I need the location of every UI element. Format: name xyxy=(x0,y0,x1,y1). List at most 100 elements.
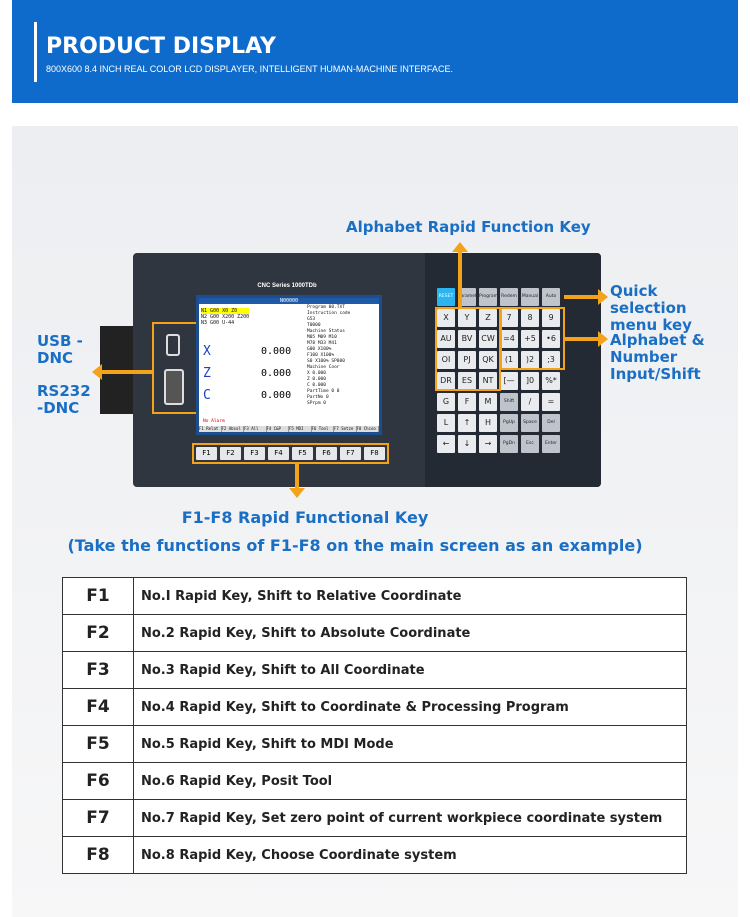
alphabet-keys-highlight xyxy=(435,307,501,391)
axis-readout: X 0.000 xyxy=(203,344,303,359)
key-enter[interactable]: Enter xyxy=(542,435,560,453)
key-bv[interactable]: BV xyxy=(458,330,476,348)
header-banner: PRODUCT DISPLAY 800X600 8.4 INCH REAL CO… xyxy=(12,0,738,103)
arrow-head xyxy=(289,488,305,498)
key-es[interactable]: ES xyxy=(458,372,476,390)
axis-name: X xyxy=(203,344,211,359)
key-symbol[interactable]: = xyxy=(542,393,560,411)
status-line: S0 X100% SP000 xyxy=(307,359,345,364)
key-reset[interactable]: RESET xyxy=(437,288,455,306)
softkey-label: F5 MDI xyxy=(289,426,312,432)
key-oi[interactable]: OI xyxy=(437,351,455,369)
status-panel: Program 00.TXT Instruction code G53 T0000 Ma… xyxy=(307,305,377,407)
f-key-f1[interactable]: F1 xyxy=(196,447,217,460)
key-pgup[interactable]: PgUp xyxy=(500,414,518,432)
key-y[interactable]: Y xyxy=(458,309,476,327)
key-cw[interactable]: CW xyxy=(479,330,497,348)
axis-readout: Z 0.000 xyxy=(203,366,303,381)
program-lines: N1 G00 X0 Z0 N2 G00 X200 Z200 N3 G00 U-44 xyxy=(201,308,250,326)
usb-port-icon[interactable] xyxy=(166,334,180,356)
key-parameter[interactable]: Parameter xyxy=(458,288,476,306)
key-0[interactable]: ]0 xyxy=(521,372,539,390)
key-m[interactable]: M xyxy=(479,393,497,411)
softkey-label: F3 All xyxy=(244,426,267,432)
f-key-f5[interactable]: F5 xyxy=(292,447,313,460)
f-key-f7[interactable]: F7 xyxy=(340,447,361,460)
key-4[interactable]: =4 xyxy=(500,330,518,348)
key-pgdn[interactable]: PgDn xyxy=(500,435,518,453)
softkey-label: F2 Absol xyxy=(222,426,244,432)
key-symbol[interactable]: %* xyxy=(542,372,560,390)
key-redem[interactable]: Redem xyxy=(500,288,518,306)
status-line: Instruction code xyxy=(307,311,351,316)
axis-name: C xyxy=(203,388,211,403)
f-key-f4[interactable]: F4 xyxy=(268,447,289,460)
status-line: Machine Coor xyxy=(307,365,340,370)
program-line: N2 G00 X200 Z200 xyxy=(201,314,250,320)
key-nt[interactable]: NT xyxy=(479,372,497,390)
f-key-f2[interactable]: F2 xyxy=(220,447,241,460)
table-key: F7 xyxy=(62,799,134,837)
table-row: F4 No.4 Rapid Key, Shift to Coordinate & … xyxy=(62,688,687,726)
f-key-f3[interactable]: F3 xyxy=(244,447,265,460)
key-3[interactable]: ;3 xyxy=(542,351,560,369)
key-shift[interactable]: Shift xyxy=(500,393,518,411)
key-auto[interactable]: Auto xyxy=(542,288,560,306)
key-6[interactable]: •6 xyxy=(542,330,560,348)
table-key: F2 xyxy=(62,614,134,652)
softkey-label: F6 Tool xyxy=(312,426,334,432)
arrow-ports xyxy=(100,370,154,374)
key-qk[interactable]: QK xyxy=(479,351,497,369)
axis-value: 0.000 xyxy=(261,346,292,357)
arrow-quick xyxy=(564,295,600,299)
key-8[interactable]: 8 xyxy=(521,309,539,327)
table-row: F5 No.5 Rapid Key, Shift to MDI Mode xyxy=(62,725,687,763)
key-7[interactable]: 7 xyxy=(500,309,518,327)
f-key-f6[interactable]: F6 xyxy=(316,447,337,460)
axis-name: Z xyxy=(203,366,211,381)
key-1[interactable]: (1 xyxy=(500,351,518,369)
key-esc[interactable]: Esc xyxy=(521,435,539,453)
key-manual[interactable]: Manual xyxy=(521,288,539,306)
status-line: M05 M09 M10 xyxy=(307,335,337,340)
key-symbol[interactable]: ↓ xyxy=(458,435,476,453)
key-symbol[interactable]: / xyxy=(521,393,539,411)
rs232-port-icon[interactable] xyxy=(164,369,184,405)
device-brand-label: CNC Series 1000TDb xyxy=(257,283,317,289)
key-symbol[interactable]: [— xyxy=(500,372,518,390)
key-au[interactable]: AU xyxy=(437,330,455,348)
keypad: RESETParameterProgramRedemManualAuto XYZ7… xyxy=(437,288,560,453)
key-symbol[interactable]: → xyxy=(479,435,497,453)
key-program[interactable]: Program xyxy=(479,288,497,306)
table-desc: No.8 Rapid Key, Choose Coordinate system xyxy=(133,836,687,874)
key-5[interactable]: +5 xyxy=(521,330,539,348)
page-title: PRODUCT DISPLAY xyxy=(46,34,276,59)
key-g[interactable]: G xyxy=(437,393,455,411)
table-desc: No.5 Rapid Key, Shift to MDI Mode xyxy=(133,725,687,763)
key-l[interactable]: L xyxy=(437,414,455,432)
softkey-label: F1 Relat xyxy=(199,426,222,432)
callout-fkey-title: F1-F8 Rapid Functional Key xyxy=(181,508,429,527)
key-x[interactable]: X xyxy=(437,309,455,327)
key-h[interactable]: H xyxy=(479,414,497,432)
key-del[interactable]: Del xyxy=(542,414,560,432)
key-symbol[interactable]: ← xyxy=(437,435,455,453)
key-symbol[interactable]: ↑ xyxy=(458,414,476,432)
f-key-f8[interactable]: F8 xyxy=(364,447,385,460)
key-2[interactable]: )2 xyxy=(521,351,539,369)
key-9[interactable]: 9 xyxy=(542,309,560,327)
screen-header: N00000 xyxy=(199,298,379,304)
arrow-head xyxy=(598,331,608,347)
status-line: M78 M33 M41 xyxy=(307,341,337,346)
table-key: F3 xyxy=(62,651,134,689)
key-dr[interactable]: DR xyxy=(437,372,455,390)
table-desc: No.4 Rapid Key, Shift to Coordinate & Pr… xyxy=(133,688,687,726)
key-pj[interactable]: PJ xyxy=(458,351,476,369)
status-line: Machine Status xyxy=(307,329,345,334)
table-row: F3 No.3 Rapid Key, Shift to All Coordinat… xyxy=(62,651,687,689)
key-f[interactable]: F xyxy=(458,393,476,411)
key-z[interactable]: Z xyxy=(479,309,497,327)
table-key: F6 xyxy=(62,762,134,800)
key-space[interactable]: Space xyxy=(521,414,539,432)
status-line: X 0.000 xyxy=(307,371,326,376)
